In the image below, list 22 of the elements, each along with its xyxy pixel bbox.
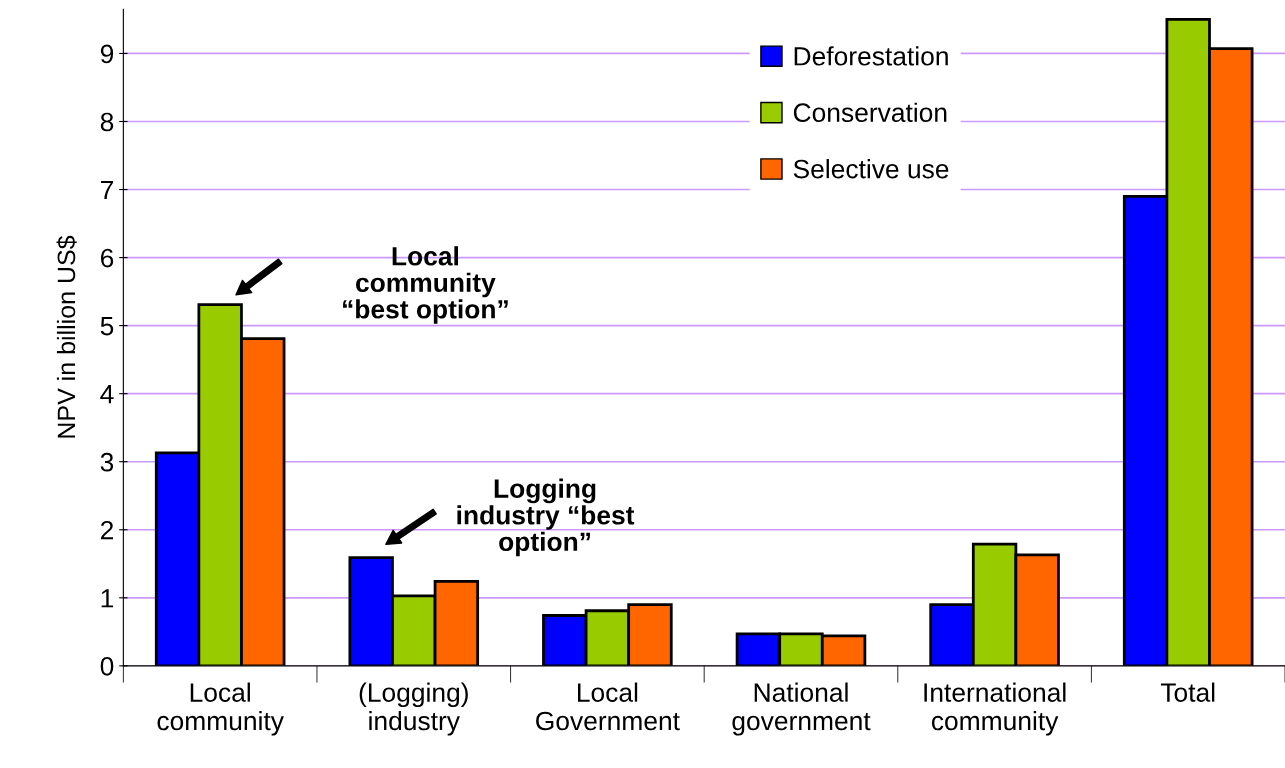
- y-tick-label: 1: [101, 589, 114, 608]
- y-tick-label: 0: [100, 656, 114, 676]
- x-tick-label: International community: [924, 682, 1066, 736]
- x-tick-label: Total: [1160, 682, 1215, 702]
- x-tick-label: Local community: [157, 682, 284, 736]
- x-tick-label: National government: [732, 682, 871, 736]
- x-tick-label: Local Government: [536, 682, 680, 731]
- legend-label: Deforestation: [794, 46, 948, 66]
- legend-label: Conservation: [793, 102, 947, 123]
- y-axis-title: NPV in billion US$: [56, 235, 77, 438]
- y-tick-label: 7: [101, 180, 114, 200]
- y-tick-label: 3: [100, 452, 114, 472]
- legend-label: Selective use: [793, 159, 949, 179]
- annotation: Local community “best option”: [343, 246, 508, 324]
- y-tick-label: 2: [100, 520, 114, 540]
- x-tick-label: (Logging) industry: [359, 682, 468, 736]
- y-tick-label: 5: [100, 317, 114, 336]
- y-tick-label: 6: [101, 248, 114, 268]
- y-tick-label: 9: [100, 44, 114, 64]
- y-tick-label: 4: [100, 385, 114, 404]
- y-tick-label: 8: [100, 112, 114, 132]
- annotation: Logging industry “best option”: [457, 478, 635, 557]
